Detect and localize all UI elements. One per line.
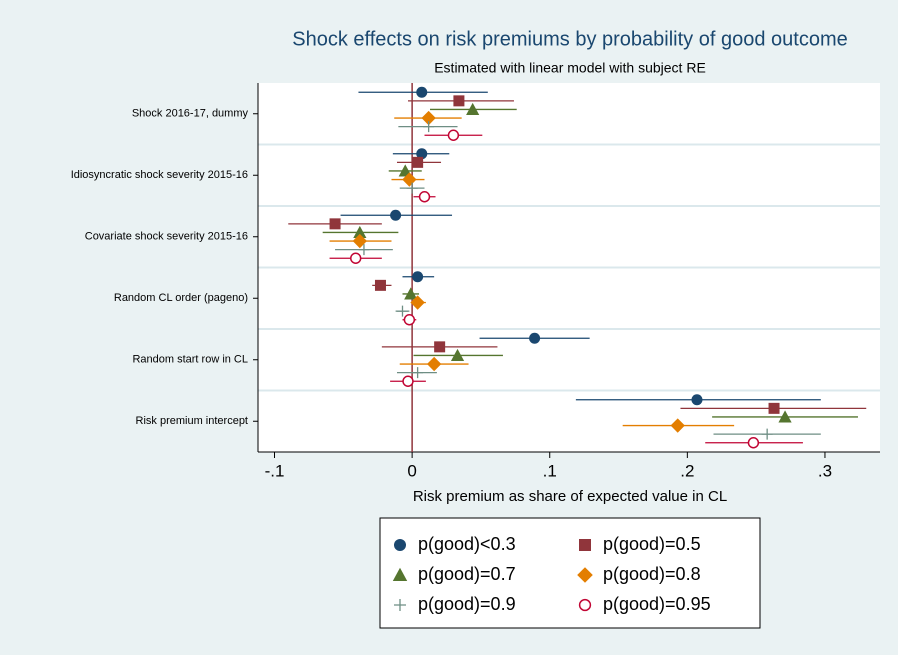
chart-subtitle: Estimated with linear model with subject… <box>434 60 706 76</box>
point <box>353 225 367 238</box>
legend-label: p(good)<0.3 <box>418 534 516 554</box>
point <box>396 305 408 317</box>
point <box>329 218 341 230</box>
point <box>403 314 416 326</box>
point <box>412 156 424 168</box>
y-tick-label: Shock 2016-17, dummy <box>132 108 249 120</box>
point <box>410 295 425 310</box>
legend-marker <box>578 598 592 612</box>
point <box>404 287 418 300</box>
point <box>421 110 436 126</box>
legend-label: p(good)=0.7 <box>418 564 516 584</box>
point <box>374 279 386 291</box>
point <box>447 129 460 141</box>
point <box>416 148 428 160</box>
point <box>350 252 362 264</box>
x-axis-title: Risk premium as share of expected value … <box>413 488 727 505</box>
point <box>402 172 417 187</box>
x-tick-label: 0 <box>407 461 416 480</box>
y-tick-label: Random start row in CL <box>132 354 248 366</box>
point <box>412 367 424 379</box>
y-tick-label: Idiosyncratic shock severity 2015-16 <box>71 169 248 181</box>
point <box>761 428 773 440</box>
point <box>412 271 424 283</box>
point <box>423 121 435 133</box>
point <box>434 341 446 353</box>
point <box>416 86 428 98</box>
y-tick-label: Covariate shock severity 2015-16 <box>85 231 248 243</box>
point <box>402 375 414 387</box>
point <box>768 402 780 414</box>
legend-label: p(good)=0.5 <box>603 534 701 554</box>
point <box>358 244 370 256</box>
point <box>670 418 685 433</box>
legend-label: p(good)=0.9 <box>418 594 516 614</box>
legend-marker <box>394 599 406 611</box>
x-tick-label: .3 <box>818 461 832 480</box>
legend-marker <box>579 539 591 551</box>
point <box>747 437 760 449</box>
legend-marker <box>394 539 406 551</box>
x-tick-label: .2 <box>680 461 694 480</box>
point <box>390 209 402 221</box>
legend-label: p(good)=0.8 <box>603 564 701 584</box>
legend <box>379 517 761 629</box>
point <box>426 356 442 372</box>
legend-marker <box>392 567 408 581</box>
y-tick-label: Risk premium intercept <box>136 415 248 427</box>
point <box>529 332 541 344</box>
x-tick-label: -.1 <box>265 461 285 480</box>
point <box>466 102 480 115</box>
point <box>778 410 792 423</box>
chart-title: Shock effects on risk premiums by probab… <box>292 28 847 50</box>
point <box>418 191 431 203</box>
point <box>450 348 465 361</box>
point <box>406 182 418 194</box>
y-tick-label: Random CL order (pageno) <box>114 292 248 304</box>
x-tick-label: .1 <box>543 461 557 480</box>
point <box>691 394 703 406</box>
point <box>453 95 465 107</box>
legend-label: p(good)=0.95 <box>603 594 711 614</box>
legend-marker <box>577 567 593 583</box>
